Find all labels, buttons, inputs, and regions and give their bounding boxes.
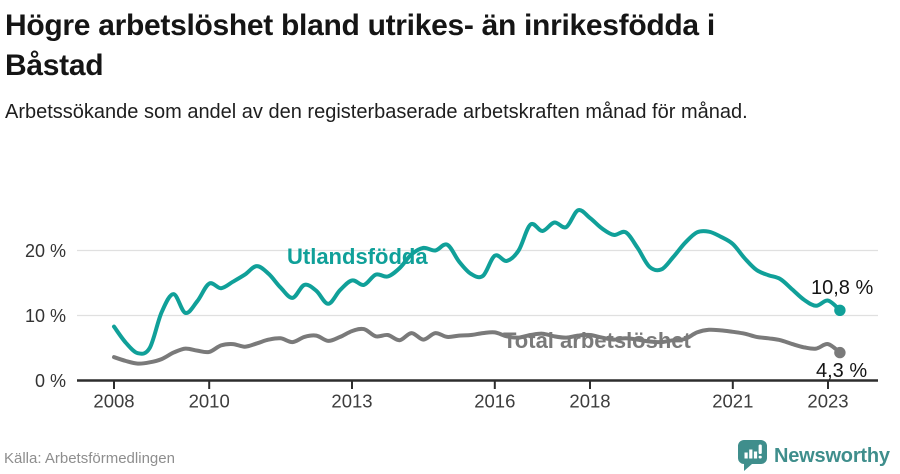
exclamation-dot (758, 455, 762, 459)
series-end-dot-total-arbetsloshet (834, 346, 846, 359)
page-title-line-1: Högre arbetslöshet bland utrikes- än inr… (5, 9, 715, 42)
x-tick-label: 2018 (569, 391, 610, 412)
series-label-utlandsfodda: Utlandsfödda (287, 244, 428, 269)
x-tick-label: 2021 (712, 391, 753, 412)
end-value-label-utlandsfodda: 10,8 % (811, 277, 873, 299)
end-value-label-total: 4,3 % (816, 360, 867, 382)
x-tick-label: 2010 (189, 391, 230, 412)
series-line-total-arbetsloshet (112, 326, 842, 366)
series-label-total-arbetsloshet: Total arbetslöshet (503, 328, 692, 353)
y-tick-label: 10 % (25, 306, 66, 326)
y-tick-label: 20 % (25, 241, 66, 261)
exclamation-bar (758, 444, 762, 454)
x-tick-label: 2013 (331, 391, 372, 412)
bar-3 (753, 451, 758, 459)
x-tick-label: 2023 (807, 391, 848, 412)
page-title-line-2: Båstad (5, 49, 104, 82)
page-title: Högre arbetslöshet bland utrikes- än inr… (5, 6, 894, 86)
source-attribution: Källa: Arbetsförmedlingen (4, 450, 175, 467)
chart-subtitle: Arbetssökande som andel av den registerb… (5, 101, 748, 123)
x-tick-label: 2008 (93, 391, 134, 412)
series-end-dot-utlandsfodda (834, 304, 846, 316)
newsworthy-speech-bubble-icon (738, 440, 767, 471)
chart-header: Högre arbetslöshet bland utrikes- än inr… (0, 0, 900, 127)
y-tick-label: 0 % (35, 371, 66, 391)
x-tick-label: 2016 (474, 391, 515, 412)
brand-name: Newsworthy (774, 444, 890, 467)
bar-2 (749, 449, 753, 459)
newsworthy-logo: Newsworthy (738, 440, 890, 471)
series-line-utlandsfodda (112, 208, 842, 356)
bar-1 (744, 452, 748, 459)
